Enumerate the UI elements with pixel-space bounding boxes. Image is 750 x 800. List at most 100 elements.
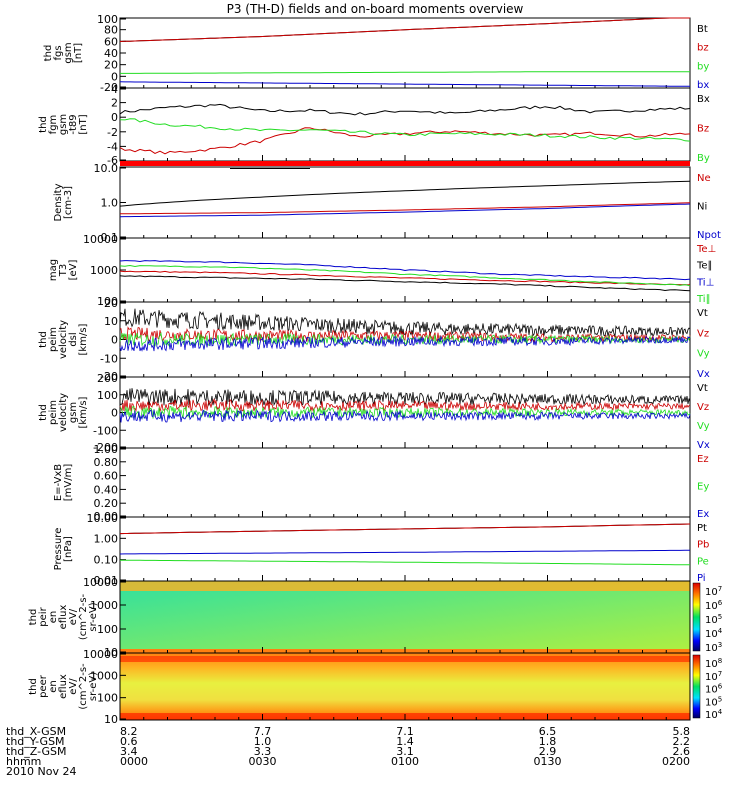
y-tick-label: 10000: [83, 576, 118, 589]
y-axis-label-line: peim: [48, 400, 59, 425]
y-tick-label: 20: [104, 297, 118, 310]
y-axis-label-line: [km/s]: [78, 323, 89, 355]
y-axis-label: thd peir en eflux eV/(cm^2-s-sr-eV): [28, 593, 99, 640]
series-line-Te∥: [119, 275, 691, 292]
y-axis-label-line: thd: [38, 404, 49, 421]
y-tick-label: 0.10: [94, 554, 119, 567]
colorbar-tick-label: 106: [705, 599, 723, 612]
footer-value: 0200: [662, 755, 690, 768]
y-axis-label: mag T3 [eV]: [48, 259, 79, 281]
y-axis-label-line: gsm: [63, 42, 74, 63]
footer-value: 7.1: [396, 725, 414, 738]
y-axis-label-line: E=-VxB: [53, 464, 64, 501]
footer-value: 1.8: [539, 735, 557, 748]
legend-Pb: Pb: [697, 540, 709, 551]
legend-Vt: Vt: [697, 383, 708, 394]
legend-Vz: Vz: [697, 402, 709, 413]
footer-value: 6.5: [539, 725, 557, 738]
series-line-by: [120, 71, 690, 74]
legend-bx: bx: [697, 80, 709, 91]
y-tick-label: -20: [100, 370, 118, 383]
quality-flag-mark: [230, 168, 310, 169]
y-tick-label: 100: [97, 13, 118, 26]
legend-Vz: Vz: [697, 328, 709, 339]
series-line-Te⊥: [119, 270, 690, 286]
y-axis-label-line: thd: [38, 331, 49, 348]
footer-row-label: 2010 Nov 24: [6, 765, 76, 778]
y-tick-label: 100: [97, 623, 118, 636]
y-axis-label-line: [km/s]: [78, 396, 89, 428]
footer-value: 0.6: [120, 735, 138, 748]
legend-Bz: Bz: [697, 124, 709, 135]
legend-Te∥: Te∥: [696, 261, 713, 272]
y-tick-label: 100: [97, 389, 118, 402]
series-line-Vx: [119, 409, 691, 423]
y-tick-label: 10: [104, 646, 118, 659]
y-axis-label-line: [nPa]: [63, 536, 74, 562]
footer-value: 3.4: [120, 745, 138, 758]
y-axis-label-line: sr-eV): [88, 672, 99, 701]
y-axis-label-line: [mV/m]: [63, 464, 74, 502]
footer-value: 7.7: [254, 725, 272, 738]
y-axis-label: thd peim velocity dsl [km/s]: [38, 320, 89, 359]
colorbar-scale: [692, 654, 701, 719]
legend-Vt: Vt: [697, 308, 708, 319]
y-tick-label: 1000: [90, 264, 118, 277]
legend-bz: bz: [697, 43, 709, 54]
legend-Bt: Bt: [697, 24, 708, 35]
y-axis-label-line: gsm: [68, 402, 79, 423]
y-axis-label-line: eflux: [58, 605, 69, 630]
y-axis-label-line: peim: [48, 327, 59, 352]
series-line-Npot: [119, 203, 691, 218]
colorbar-tick-label: 108: [705, 657, 722, 670]
y-tick-label: 0.1: [101, 231, 119, 244]
y-tick-label: 100: [97, 295, 118, 308]
series-line-Vz: [119, 326, 691, 343]
series-line-Vy: [119, 331, 691, 347]
legend-Ex: Ex: [697, 509, 709, 520]
y-tick-label: 1000: [90, 599, 118, 612]
y-tick-label: -10: [100, 352, 118, 365]
legend-By: By: [697, 153, 710, 164]
y-axis-label-line: thd: [28, 678, 39, 695]
y-tick-label: 0: [111, 334, 118, 347]
y-tick-label: -2: [107, 126, 118, 139]
series-line-By: [119, 118, 691, 142]
series-line-bz: [119, 17, 690, 42]
y-axis-label-line: thd: [28, 609, 39, 626]
footer-value: 8.2: [120, 725, 138, 738]
quality-bar: [120, 161, 690, 166]
y-axis-label: Density [cm-3]: [53, 183, 74, 221]
y-axis-label-line: velocity: [58, 320, 69, 359]
colorbar-tick-label: 104: [705, 627, 723, 640]
colorbar-tick-label: 105: [705, 613, 722, 626]
y-tick-label: 1.00: [94, 443, 119, 456]
y-axis-label-line: en: [48, 611, 59, 624]
y-axis-label-line: fgs: [53, 45, 64, 60]
footer-value: 0000: [120, 755, 148, 768]
panel-e-vxb: 1.000.800.600.400.200.00 E=-VxB [mV/m] Ez Ey…: [53, 443, 709, 523]
colorbar-tick-label: 103: [705, 641, 722, 654]
y-tick-label: 10000: [83, 233, 118, 246]
footer-value: 0130: [534, 755, 562, 768]
footer-value: 5.8: [673, 725, 691, 738]
y-tick-label: 10: [104, 315, 118, 328]
panel-fgm-dsl: 420 -2-4-6 thd fgm gsm -t89 [nT] Bx Bz By: [38, 83, 710, 167]
y-axis-label: Pressure [nPa]: [53, 528, 74, 571]
series-line-Ti∥: [119, 264, 691, 287]
y-axis-label-line: thd: [38, 116, 49, 133]
y-tick-label: 1.00: [94, 532, 119, 545]
series-line-Vz: [119, 398, 690, 413]
y-tick-label: -4: [107, 140, 118, 153]
y-tick-label: 10000: [83, 648, 118, 661]
legend-Ey: Ey: [697, 482, 709, 493]
y-axis-label-line: [cm-3]: [63, 186, 74, 219]
series-line-Bz: [119, 127, 691, 155]
y-axis-label-line: fgm: [48, 115, 59, 135]
y-tick-label: -100: [93, 424, 118, 437]
